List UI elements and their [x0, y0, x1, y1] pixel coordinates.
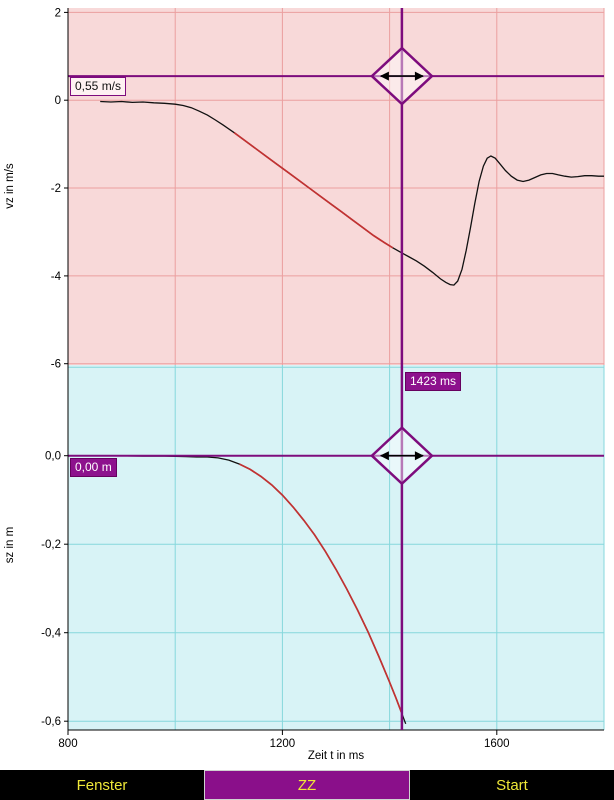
- double-arrow-icon: [379, 451, 424, 461]
- vz-y-tick-label: 0: [55, 95, 61, 107]
- x-axis-label: Zeit t in ms: [307, 750, 365, 762]
- sz-plot-area[interactable]: [68, 365, 604, 730]
- sz-y-tick-label: -0,6: [41, 716, 61, 728]
- sz-y-tick-label: -0,4: [41, 628, 61, 640]
- time-cursor-value[interactable]: 1423 ms: [405, 372, 462, 391]
- x-tick-label: 1600: [484, 738, 510, 750]
- sz-y-tick-label: -0,2: [41, 539, 61, 551]
- vz-fit-line: [233, 132, 394, 249]
- x-tick-label: 1200: [270, 738, 296, 750]
- position-cursor-value[interactable]: 0,00 m: [70, 458, 117, 477]
- vz-y-tick-label: 2: [55, 7, 61, 19]
- vz-curve: [100, 100, 604, 286]
- vz-axis-label: vz in m/s: [4, 163, 16, 209]
- vz-plot-area[interactable]: [68, 8, 604, 365]
- sz-fit-line: [239, 463, 403, 713]
- vz-y-tick-label: -6: [51, 359, 61, 371]
- sz-y-tick-label: 0,0: [45, 451, 61, 463]
- zz-button[interactable]: ZZ: [204, 770, 410, 800]
- bottom-toolbar: Fenster ZZ Start: [0, 770, 614, 800]
- double-arrow-icon: [379, 71, 424, 81]
- vz-y-tick-label: -4: [51, 271, 62, 283]
- x-tick-label: 800: [58, 738, 77, 750]
- start-button[interactable]: Start: [496, 776, 528, 794]
- charts-canvas[interactable]: 2 0 -2 -4 -6 0,0 -0,2 -0,4 -0,6 800 1200 1600: [0, 0, 614, 770]
- vz-y-tick-label: -2: [51, 183, 61, 195]
- sz-axis-label: sz in m: [4, 526, 16, 564]
- fenster-button[interactable]: Fenster: [76, 776, 128, 794]
- velocity-cursor-value[interactable]: 0,55 m/s: [70, 77, 127, 96]
